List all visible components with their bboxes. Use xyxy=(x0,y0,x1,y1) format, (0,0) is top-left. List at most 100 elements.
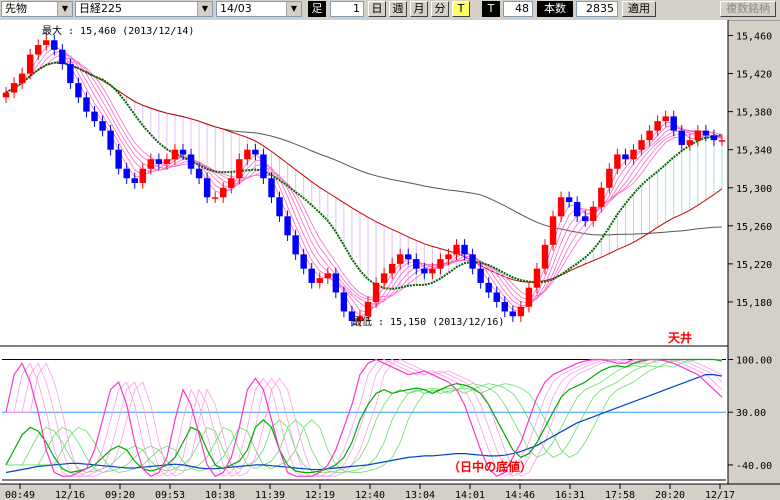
bars-input[interactable]: 2835 xyxy=(576,1,618,17)
candle-body xyxy=(203,178,211,198)
candle-body xyxy=(115,149,122,169)
osc-magenta-light-line xyxy=(6,359,723,477)
plot-background xyxy=(0,20,728,484)
candle-body xyxy=(364,301,372,317)
multi-symbol-button[interactable]: 複数銘柄 xyxy=(720,1,776,17)
candle-body xyxy=(533,268,541,288)
candle-body xyxy=(549,216,557,245)
contract-select[interactable]: 14/03 ▼ xyxy=(216,1,302,17)
candle-body xyxy=(493,292,500,302)
contract-value: 14/03 xyxy=(220,2,252,15)
candle-body xyxy=(316,278,323,283)
candle-body xyxy=(26,54,34,74)
sub-tick-label: -40.00 xyxy=(736,461,772,472)
week-button[interactable]: 週 xyxy=(389,1,407,17)
osc-magenta-light-line xyxy=(6,359,723,477)
candle-body xyxy=(525,287,533,307)
candle-body xyxy=(646,130,653,141)
osc-green-light-line xyxy=(6,359,722,473)
candle-body xyxy=(107,130,114,150)
chevron-down-icon[interactable]: ▼ xyxy=(57,2,72,16)
candle-body xyxy=(477,268,484,283)
candle-body xyxy=(147,159,155,169)
candle-body xyxy=(91,111,98,122)
day-button[interactable]: 日 xyxy=(368,1,386,17)
candle-body xyxy=(573,202,581,217)
time-tick-label: 12:40 xyxy=(355,490,385,500)
osc-blue-line xyxy=(5,374,723,474)
candle-body xyxy=(10,83,18,93)
candle-body xyxy=(211,197,219,199)
count-input[interactable]: 48 xyxy=(503,1,533,17)
candle-body xyxy=(380,273,388,283)
index-value: 日経225 xyxy=(79,2,122,15)
time-tick-label: 16:31 xyxy=(555,490,585,500)
time-tick-label: 12/16 xyxy=(55,490,85,500)
instrument-value: 先物 xyxy=(5,2,27,15)
price-tick-label: 15,420 xyxy=(736,70,772,81)
time-tick-label: 11:39 xyxy=(255,490,285,500)
sub-tick-label: 30.00 xyxy=(736,408,766,419)
candle-body xyxy=(123,168,130,179)
candle-body xyxy=(622,154,629,160)
candle-body xyxy=(686,140,694,145)
price-tick-label: 15,180 xyxy=(736,298,772,309)
chevron-down-icon[interactable]: ▼ xyxy=(197,2,212,16)
price-tick-label: 15,300 xyxy=(736,184,772,195)
candle-body xyxy=(509,311,517,317)
candle-body xyxy=(541,244,549,269)
candle-body xyxy=(517,306,525,317)
candle-body xyxy=(67,64,74,84)
minute-button[interactable]: 分 xyxy=(431,1,449,17)
candle-body xyxy=(332,273,340,293)
ma-mid-dotted-line xyxy=(5,61,723,290)
candle-body xyxy=(598,187,605,207)
candle-body xyxy=(324,273,332,279)
candle-body xyxy=(485,282,492,293)
candle-body xyxy=(413,259,420,269)
candle-body xyxy=(268,178,275,198)
ma-long-red-line xyxy=(5,62,723,283)
honsu-label: 本数 xyxy=(537,1,573,17)
candle-body xyxy=(614,154,621,169)
candle-body xyxy=(429,268,436,274)
candle-body xyxy=(220,187,227,198)
candle-body xyxy=(59,49,66,65)
candle-body xyxy=(630,149,637,160)
instrument-select[interactable]: 先物 ▼ xyxy=(1,1,73,17)
time-tick-label: 10:38 xyxy=(205,490,235,500)
candle-body xyxy=(195,168,203,179)
tick-button[interactable]: T xyxy=(452,1,470,17)
apply-button[interactable]: 適用 xyxy=(622,1,656,17)
candle-body xyxy=(228,178,235,188)
candle-body xyxy=(662,116,669,122)
candle-body xyxy=(421,268,428,274)
candle-body xyxy=(139,168,146,183)
ashi-input[interactable]: 1 xyxy=(330,1,364,17)
ma-short-line xyxy=(5,61,723,298)
candle-body xyxy=(244,149,251,160)
chevron-down-icon[interactable]: ▼ xyxy=(286,2,301,16)
index-select[interactable]: 日経225 ▼ xyxy=(75,1,213,17)
low-annotation: 最低 : 15,150 (2013/12/16) xyxy=(352,315,504,328)
candle-body xyxy=(300,254,307,269)
price-tick-label: 15,380 xyxy=(736,108,772,119)
candle-body xyxy=(469,254,476,269)
month-button[interactable]: 月 xyxy=(410,1,428,17)
candle-body xyxy=(83,97,90,112)
candle-body xyxy=(638,140,645,150)
candle-body xyxy=(179,149,187,155)
ceiling-annotation: 天井 xyxy=(668,330,692,345)
candle-body xyxy=(702,130,710,136)
candle-body xyxy=(582,216,589,222)
candle-body xyxy=(694,130,702,141)
price-tick-label: 15,340 xyxy=(736,146,772,157)
candle-body xyxy=(396,254,404,264)
time-tick-label: 12:19 xyxy=(305,490,335,500)
candle-body xyxy=(388,263,396,274)
price-chart: 15,460 15,420 15,380 15,340 15,300 15,260 15,2… xyxy=(0,20,780,500)
candle-body xyxy=(670,116,677,131)
candle-body xyxy=(557,197,565,217)
candle-body xyxy=(284,216,291,236)
candle-body xyxy=(131,178,138,183)
